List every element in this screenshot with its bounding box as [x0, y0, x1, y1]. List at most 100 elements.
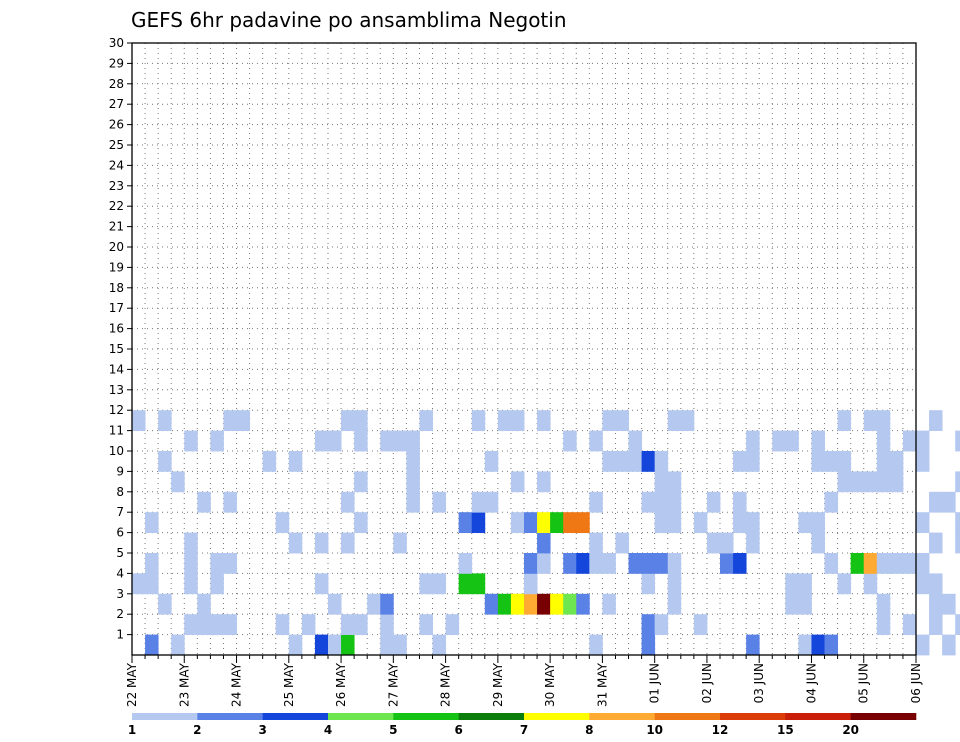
data-cell: [537, 553, 551, 574]
data-cell: [929, 410, 943, 431]
data-cell: [589, 553, 603, 574]
data-cell: [288, 532, 303, 554]
data-cell: [471, 491, 486, 513]
data-cell: [314, 573, 329, 595]
data-cell: [641, 614, 656, 635]
x-tick-label: 06 JUN: [909, 663, 923, 703]
x-tick-label: 02 JUN: [700, 663, 714, 703]
data-cell: [916, 634, 930, 656]
data-cell: [524, 593, 538, 615]
y-tick-label: 28: [109, 77, 124, 91]
data-cell: [197, 491, 211, 513]
y-tick-label: 9: [116, 464, 124, 478]
data-cell: [876, 614, 891, 635]
data-cell: [537, 532, 551, 554]
data-cell: [380, 430, 394, 452]
data-cell: [589, 532, 603, 554]
data-cell: [902, 553, 917, 574]
x-tick-label: 25 MAY: [282, 662, 296, 707]
data-cell: [145, 634, 159, 656]
data-cell: [341, 491, 355, 513]
data-cell: [458, 553, 473, 574]
y-tick-label: 20: [109, 240, 124, 254]
data-cell: [589, 491, 603, 513]
data-cell: [314, 634, 329, 656]
data-cell: [733, 451, 747, 472]
data-cell: [354, 410, 368, 431]
y-tick-label: 4: [116, 566, 124, 580]
data-cell: [654, 471, 669, 493]
data-cell: [942, 491, 956, 513]
data-cell: [955, 614, 960, 635]
colorbar-label: 3: [258, 723, 266, 737]
data-cell: [850, 471, 865, 493]
data-cell: [458, 512, 473, 533]
data-cell: [824, 491, 838, 513]
data-cell: [576, 512, 590, 533]
data-cell: [667, 410, 682, 431]
data-cell: [419, 410, 433, 431]
y-tick-label: 6: [116, 526, 124, 540]
data-cell: [746, 430, 760, 452]
data-cell: [419, 573, 433, 595]
data-cell: [419, 614, 433, 635]
data-cell: [406, 451, 420, 472]
x-tick-label: 28 MAY: [439, 662, 453, 707]
data-cell: [197, 593, 211, 615]
data-cell: [876, 410, 891, 431]
y-tick-label: 21: [109, 220, 124, 234]
data-cell: [824, 553, 838, 574]
colorbar-label: 7: [520, 723, 528, 737]
data-cell: [145, 512, 159, 533]
data-cell: [406, 471, 420, 493]
data-cell: [615, 532, 629, 554]
data-cell: [863, 410, 878, 431]
data-cell: [197, 614, 211, 635]
data-cell: [145, 573, 159, 595]
y-tick-label: 26: [109, 118, 124, 132]
data-cell: [184, 553, 198, 574]
colorbar-swatch: [197, 713, 263, 720]
y-tick-label: 14: [109, 362, 124, 376]
colorbar-label: 20: [842, 723, 859, 737]
data-cell: [654, 451, 669, 472]
x-tick-label: 23 MAY: [177, 662, 191, 707]
colorbar-label: 5: [389, 723, 397, 737]
data-cell: [354, 614, 368, 635]
data-cell: [354, 471, 368, 493]
data-cell: [706, 491, 721, 513]
y-tick-label: 3: [116, 587, 124, 601]
data-cell: [641, 451, 656, 472]
data-cell: [497, 410, 512, 431]
y-tick-label: 18: [109, 281, 124, 295]
x-tick-label: 29 MAY: [491, 662, 505, 707]
y-tick-label: 30: [109, 36, 124, 50]
data-cell: [955, 532, 960, 554]
data-cell: [158, 593, 172, 615]
data-cell: [837, 471, 852, 493]
data-cell: [510, 593, 525, 615]
data-cell: [811, 451, 825, 472]
data-cell: [158, 410, 172, 431]
data-cell: [184, 430, 198, 452]
y-tick-label: 10: [109, 444, 124, 458]
data-cell: [667, 491, 682, 513]
data-cell: [746, 512, 760, 533]
data-cell: [667, 471, 682, 493]
data-cell: [876, 430, 891, 452]
data-cell: [746, 634, 760, 656]
data-cell: [576, 593, 590, 615]
y-tick-label: 2: [116, 607, 124, 621]
data-cell: [706, 532, 721, 554]
data-cell: [184, 573, 198, 595]
data-cell: [510, 410, 525, 431]
data-cell: [811, 634, 825, 656]
data-cell: [341, 614, 355, 635]
data-cell: [210, 430, 224, 452]
colorbar-swatch: [850, 713, 917, 720]
data-cell: [458, 573, 473, 595]
data-cell: [275, 512, 290, 533]
data-cell: [720, 553, 734, 574]
data-cell: [393, 634, 407, 656]
